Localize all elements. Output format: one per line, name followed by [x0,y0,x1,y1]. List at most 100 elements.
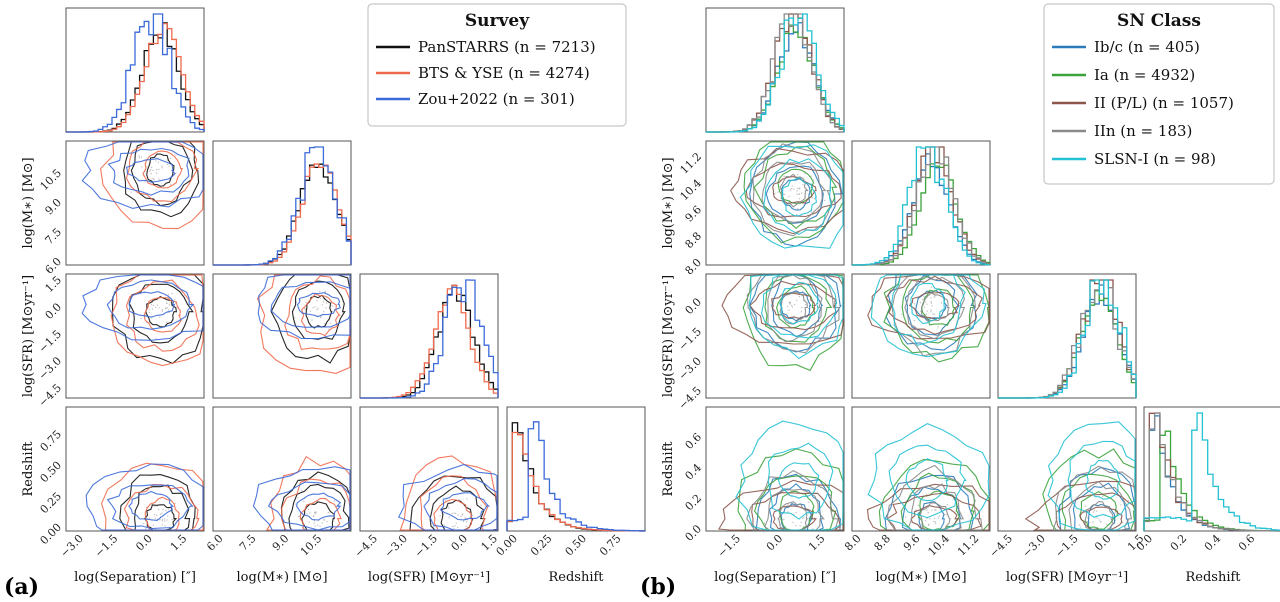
x-axis-label-b-sep: log(Separation) [″] [714,570,836,585]
contour-a-series-1-level-3 [110,274,204,367]
x-axis-label-b-mass: log(M∗) [M⊙] [875,570,966,585]
y-tick-label-b-mass-4: 11.2 [678,150,705,177]
scatter-point [781,301,784,304]
scatter-point [321,522,324,524]
scatter-point [146,166,148,168]
scatter-point [783,175,785,178]
scatter-point [313,515,315,517]
scatter-point [443,524,446,526]
scatter-point [457,514,459,516]
scatter-point [801,290,804,293]
scatter-point [161,309,164,311]
x-tick-label-a-z-3: 0.75 [597,532,624,559]
scatter-point [930,309,932,311]
panel-frame [997,406,1137,532]
legend-entry-b-3: IIn (n = 183) [1094,122,1192,140]
scatter-point [934,295,936,297]
scatter-point [808,501,810,503]
contour-a-series-2-level-3 [85,463,204,531]
contour-b-series-0-level-3 [749,141,843,247]
y-tick-label-a-sfr-3: 0.0 [43,300,65,322]
scatter-point [800,521,802,524]
contour-a-series-2-level-3 [81,274,204,341]
panel-b-r3-c3 [1143,406,1280,532]
scatter-point [309,512,311,514]
scatter-point [159,513,162,515]
scatter-point [799,187,801,189]
scatter-point [456,526,459,529]
scatter-point [934,509,936,511]
scatter-point [323,519,326,521]
scatter-point [788,309,790,312]
panel-a-r2-c0 [65,273,205,399]
contour-b-series-4-level-3 [867,422,990,531]
scatter-point [913,319,916,322]
scatter-point [927,524,930,527]
scatter-point [304,308,306,311]
scatter-point [796,190,798,192]
scatter-point [796,193,798,195]
scatter-point [164,525,166,527]
x-tick-label-b-mass-4: 11.2 [955,532,982,559]
scatter-point [802,184,804,186]
scatter-point [800,311,803,313]
scatter-point [811,197,813,199]
scatter-point [308,521,310,523]
legend-title-b: SN Class [1117,11,1201,31]
y-tick-label-b-mass-2: 9.6 [683,203,705,225]
scatter-point [161,512,163,514]
scatter-point [932,313,934,315]
x-tick-label-a-z-0: 0.00 [494,532,521,559]
legend-entry-b-2: II (P/L) (n = 1057) [1094,94,1234,112]
contour-a-series-0-level-2 [130,141,194,207]
scatter-point [140,317,142,320]
scatter-point [161,518,164,521]
scatter-point [795,525,797,527]
scatter-point [819,320,821,323]
scatter-point [933,296,935,298]
y-tick-label-a-mass-0: 6.0 [43,255,65,277]
histogram-b-z-series-3 [1143,412,1280,532]
x-tick-label-a-sfr-0: −4.5 [352,532,380,560]
x-axis-label-a-sep: log(Separation) [″] [74,570,196,585]
scatter-point [945,513,947,516]
contour-b-series-4-level-3 [739,144,844,249]
panel-b-r2-c1 [851,273,991,399]
scatter-point [319,525,321,528]
panel-b-r3-c1 [851,406,991,532]
histogram-a-sfr-series-2 [360,279,499,399]
scatter-point [333,500,336,502]
scatter-point [796,187,799,190]
scatter-point [904,516,907,518]
x-tick-label-b-sep-0: −1.5 [715,532,743,560]
scatter-point [466,498,468,500]
scatter-point [930,297,932,299]
contour-a-series-2-level-1 [125,158,176,183]
panel-frame [705,406,845,532]
scatter-point [306,513,308,515]
scatter-point [1095,510,1098,512]
scatter-point [297,497,299,499]
scatter-point [801,192,803,194]
panel-b-r0-c0 [705,7,845,133]
scatter-point [924,519,927,522]
contour-b-series-3-level-3 [886,464,983,531]
scatter-point [921,299,924,301]
scatter-point [313,522,315,524]
contour-a-series-2-level-2 [423,478,498,531]
scatter-point [311,319,313,321]
y-axis-label-b-z: Redshift [661,441,676,497]
scatter-point [789,303,791,305]
y-tick-label-a-mass-2: 9.0 [43,196,65,218]
contour-a-series-2-level-2 [106,484,194,530]
scatter-point [796,213,798,216]
scatter-point [924,301,927,303]
scatter-point [792,521,794,524]
scatter-point [453,512,455,514]
scatter-point [777,191,779,193]
y-tick-label-a-z-2: 0.50 [38,459,65,486]
scatter-point [294,316,296,319]
scatter-point [165,307,167,309]
y-tick-label-b-sfr-2: −1.5 [676,325,704,353]
contour-b-series-4-level-1 [779,281,819,325]
